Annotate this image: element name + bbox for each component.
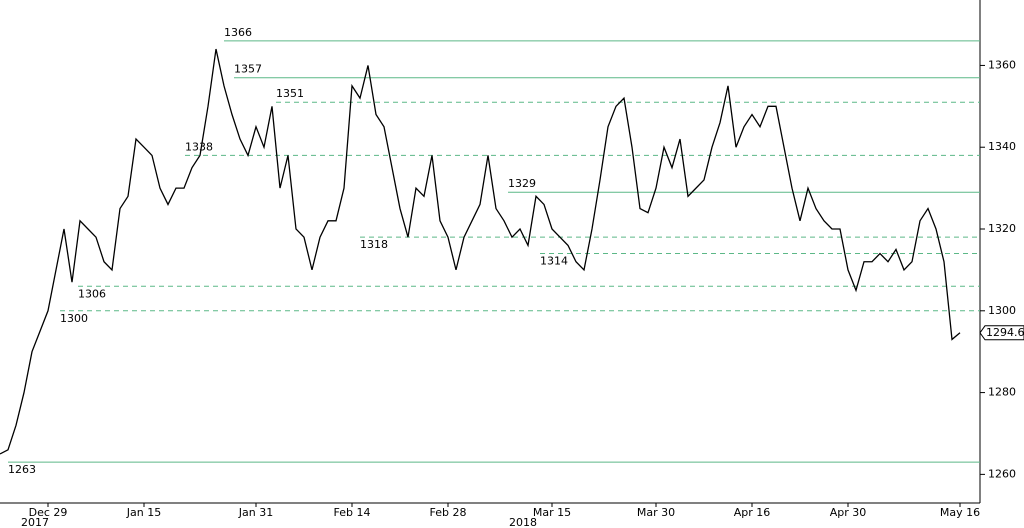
- price-line: [0, 48, 961, 455]
- level-label: 1314: [540, 255, 568, 268]
- level-label: 1306: [78, 287, 106, 300]
- last-value-tag: [979, 325, 1024, 341]
- x-tick-label: Apr 30: [830, 506, 867, 519]
- y-tick-label: 1360: [988, 58, 1016, 71]
- level-label: 1263: [8, 463, 36, 476]
- x-tick-label: Feb 28: [430, 506, 467, 519]
- year-label: 2017: [21, 516, 49, 528]
- year-label: 2018: [509, 516, 537, 528]
- level-label: 1300: [60, 312, 88, 325]
- y-tick-label: 1260: [988, 467, 1016, 480]
- level-label: 1351: [276, 87, 304, 100]
- level-label: 1338: [185, 140, 213, 153]
- level-label: 1357: [234, 63, 262, 76]
- last-value-label: 1294.62: [986, 326, 1024, 339]
- y-tick-label: 1340: [988, 140, 1016, 153]
- x-tick-label: Mar 15: [533, 506, 571, 519]
- x-tick-label: May 16: [940, 506, 980, 519]
- level-label: 1318: [360, 238, 388, 251]
- x-tick-label: Jan 15: [126, 506, 161, 519]
- x-tick-label: Mar 30: [637, 506, 675, 519]
- y-tick-label: 1320: [988, 222, 1016, 235]
- level-label: 1366: [224, 26, 252, 39]
- y-tick-label: 1280: [988, 386, 1016, 399]
- x-tick-label: Feb 14: [334, 506, 371, 519]
- x-tick-label: Apr 16: [734, 506, 771, 519]
- x-tick-label: Jan 31: [238, 506, 273, 519]
- x-tick-label: Dec 29: [29, 506, 68, 519]
- level-label: 1329: [508, 177, 536, 190]
- y-tick-label: 1300: [988, 304, 1016, 317]
